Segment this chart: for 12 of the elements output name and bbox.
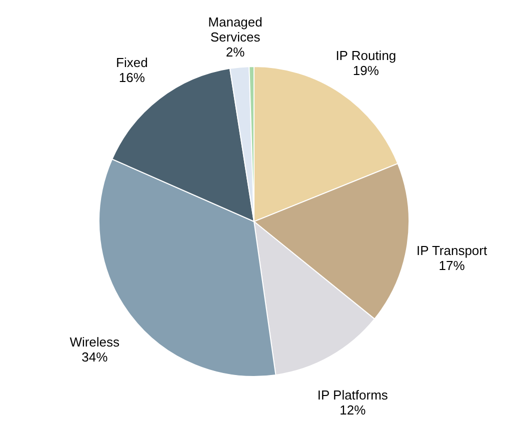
data-label: 34% xyxy=(82,349,108,364)
slice-label: Wireless xyxy=(70,334,120,350)
slice-label: IP Transport xyxy=(416,243,488,258)
slice-label: IP Platforms xyxy=(317,387,388,402)
data-label: 17% xyxy=(438,258,466,274)
slice-label: IP Routing xyxy=(336,48,396,63)
slice-label: Fixed xyxy=(116,55,148,70)
data-label: 2% xyxy=(226,44,246,60)
data-label: 12% xyxy=(340,402,366,418)
slice-label: Managed Services xyxy=(208,14,262,44)
data-label: 19% xyxy=(352,62,380,78)
data-label: 16% xyxy=(118,70,146,86)
